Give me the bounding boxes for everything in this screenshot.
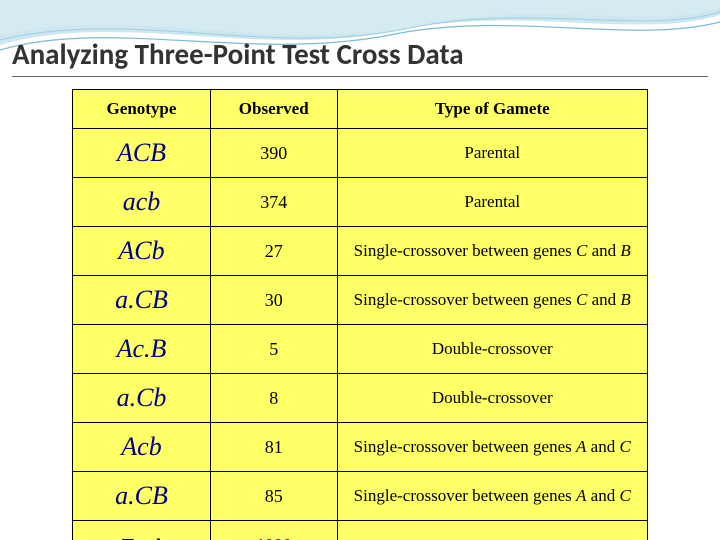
- cell-observed: 30: [211, 276, 338, 325]
- table-row: a.CB 85 Single-crossover between genes A…: [73, 472, 648, 521]
- col-header-type: Type of Gamete: [337, 90, 648, 129]
- cell-type: Parental: [337, 178, 648, 227]
- data-table-container: Genotype Observed Type of Gamete ACB 390…: [72, 89, 648, 540]
- table-row: a.Cb 8 Double-crossover: [73, 374, 648, 423]
- page-title: Analyzing Three-Point Test Cross Data: [12, 36, 708, 77]
- cell-type: Double-crossover: [337, 374, 648, 423]
- cell-total-type: [337, 521, 648, 540]
- cell-genotype: a.CB: [73, 276, 211, 325]
- table-row: Acb 81 Single-crossover between genes A …: [73, 423, 648, 472]
- table-row: ACB 390 Parental: [73, 129, 648, 178]
- cell-genotype: Acb: [73, 423, 211, 472]
- cell-observed: 8: [211, 374, 338, 423]
- cell-observed: 390: [211, 129, 338, 178]
- table-row: a.CB 30 Single-crossover between genes C…: [73, 276, 648, 325]
- cell-type: Parental: [337, 129, 648, 178]
- cell-observed: 374: [211, 178, 338, 227]
- cell-genotype: a.CB: [73, 472, 211, 521]
- col-header-observed: Observed: [211, 90, 338, 129]
- cell-type: Single-crossover between genes C and B: [337, 276, 648, 325]
- cell-genotype: a.Cb: [73, 374, 211, 423]
- table-row: acb 374 Parental: [73, 178, 648, 227]
- cell-type: Single-crossover between genes A and C: [337, 472, 648, 521]
- table-total-row: Total 1000: [73, 521, 648, 540]
- cell-type: Single-crossover between genes C and B: [337, 227, 648, 276]
- table-row: Ac.B 5 Double-crossover: [73, 325, 648, 374]
- cell-observed: 85: [211, 472, 338, 521]
- cell-genotype: ACB: [73, 129, 211, 178]
- cell-observed: 27: [211, 227, 338, 276]
- cell-type: Double-crossover: [337, 325, 648, 374]
- cell-type: Single-crossover between genes A and C: [337, 423, 648, 472]
- cell-genotype: Ac.B: [73, 325, 211, 374]
- col-header-genotype: Genotype: [73, 90, 211, 129]
- cell-total-value: 1000: [211, 521, 338, 540]
- cell-genotype: ACb: [73, 227, 211, 276]
- cell-observed: 5: [211, 325, 338, 374]
- table-row: ACb 27 Single-crossover between genes C …: [73, 227, 648, 276]
- table-header-row: Genotype Observed Type of Gamete: [73, 90, 648, 129]
- testcross-table: Genotype Observed Type of Gamete ACB 390…: [72, 89, 648, 540]
- cell-genotype: acb: [73, 178, 211, 227]
- cell-observed: 81: [211, 423, 338, 472]
- cell-total-label: Total: [73, 521, 211, 540]
